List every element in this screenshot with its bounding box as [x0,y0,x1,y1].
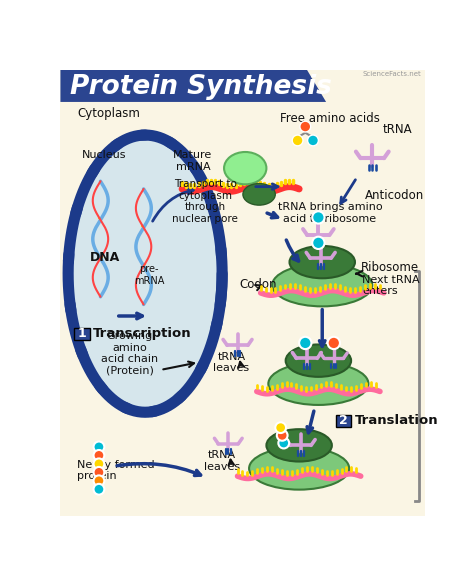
Text: Ribosome: Ribosome [361,262,419,274]
Text: Nucleus: Nucleus [82,150,127,160]
Text: DNA: DNA [90,251,120,263]
Text: tRNA brings amino
acid to ribosome: tRNA brings amino acid to ribosome [278,202,382,224]
Circle shape [93,484,104,495]
Circle shape [328,337,340,349]
Text: Transcription: Transcription [93,327,191,340]
Ellipse shape [243,183,275,205]
Text: Mature
mRNA: Mature mRNA [173,150,212,172]
Circle shape [292,135,303,146]
Text: Translation: Translation [355,414,438,427]
Ellipse shape [272,264,372,306]
Text: ScienceFacts.net: ScienceFacts.net [362,71,421,77]
Ellipse shape [290,246,355,278]
Circle shape [275,422,286,433]
Circle shape [93,458,104,469]
Ellipse shape [268,362,368,405]
Polygon shape [61,70,326,102]
Circle shape [299,337,311,349]
Circle shape [278,438,289,448]
FancyBboxPatch shape [336,415,352,427]
Text: 1: 1 [78,327,86,340]
Text: pre-
mRNA: pre- mRNA [134,264,164,286]
Text: tRNA
leaves: tRNA leaves [213,352,249,374]
Ellipse shape [249,447,349,490]
Text: Free amino acids: Free amino acids [280,112,380,125]
Text: Protein Synthesis: Protein Synthesis [70,74,331,100]
Ellipse shape [224,152,266,184]
Circle shape [93,467,104,478]
Circle shape [93,450,104,461]
Circle shape [312,237,325,249]
Text: Growing
amino
acid chain
(Protein): Growing amino acid chain (Protein) [101,331,158,376]
Ellipse shape [266,429,332,462]
Circle shape [93,441,104,452]
Text: Next tRNA
enters: Next tRNA enters [362,275,420,296]
Text: Newly formed
protein: Newly formed protein [77,459,155,481]
Circle shape [308,135,319,146]
Circle shape [300,121,310,132]
Text: Codon: Codon [239,277,276,291]
Text: Cytoplasm: Cytoplasm [77,107,140,120]
Text: Anticodon: Anticodon [365,189,424,202]
Text: tRNA
leaves: tRNA leaves [204,451,240,472]
Circle shape [312,211,325,224]
Ellipse shape [286,345,351,377]
Circle shape [277,430,288,441]
Text: 2: 2 [339,414,348,427]
Circle shape [93,476,104,486]
FancyBboxPatch shape [74,328,90,340]
Text: Transport to
cytoplasm
through
nuclear pore: Transport to cytoplasm through nuclear p… [172,179,238,224]
Ellipse shape [68,135,222,412]
Text: tRNA: tRNA [383,123,412,136]
